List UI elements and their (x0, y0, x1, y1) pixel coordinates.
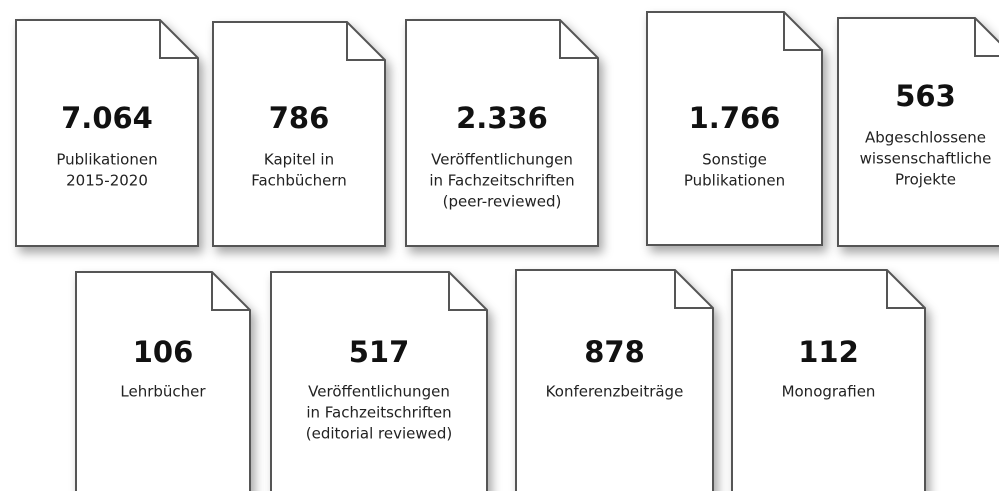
card-label: Publikationen (684, 172, 785, 190)
card-label: Abgeschlossene (865, 129, 986, 147)
document-card: 517 Veröffentlichungen in Fachzeitschrifte… (270, 271, 488, 491)
card-sheet (75, 271, 251, 491)
card-fold (674, 270, 713, 309)
card-sheet (837, 17, 999, 247)
card-label: (peer-reviewed) (443, 193, 562, 211)
card-label: in Fachzeitschriften (306, 404, 451, 422)
card-sheet (646, 11, 823, 246)
document-card: 1.766 Sonstige Publikationen (646, 11, 823, 246)
document-card: 878 Konferenzbeiträge (515, 269, 714, 491)
card-sheet (270, 271, 488, 491)
card-number: 1.766 (689, 101, 781, 135)
card-sheet (731, 269, 926, 491)
document-card: 106 Lehrbücher (75, 271, 251, 491)
card-number: 2.336 (456, 101, 548, 135)
document-card: 2.336 Veröffentlichungen in Fachzeitschrif… (405, 19, 599, 247)
card-number: 106 (133, 335, 194, 369)
card-label: Fachbüchern (251, 172, 347, 190)
card-fold (211, 272, 250, 311)
card-fold (159, 20, 198, 59)
card-fold (346, 22, 385, 61)
card-sheet (15, 19, 199, 247)
card-fold (559, 20, 598, 59)
card-number: 517 (349, 335, 410, 369)
card-fold (886, 270, 925, 309)
card-number: 112 (798, 335, 859, 369)
card-number: 7.064 (61, 101, 153, 135)
document-card: 786 Kapitel in Fachbüchern (212, 21, 386, 247)
card-sheet (212, 21, 386, 247)
card-label: Sonstige (702, 151, 767, 169)
card-label: Projekte (895, 171, 956, 189)
card-fold (783, 12, 822, 51)
card-label: Konferenzbeiträge (546, 383, 684, 401)
card-fold (448, 272, 487, 311)
document-card: 563 Abgeschlossene wissenschaftliche Projek… (837, 17, 999, 247)
document-card: 112 Monografien (731, 269, 926, 491)
card-number: 878 (584, 335, 645, 369)
card-fold (974, 18, 999, 57)
card-label: in Fachzeitschriften (429, 172, 574, 190)
card-number: 786 (269, 101, 330, 135)
card-label: Veröffentlichungen (308, 383, 450, 401)
card-label: Veröffentlichungen (431, 151, 573, 169)
document-card: 7.064 Publikationen 2015-2020 (15, 19, 199, 247)
card-label: Lehrbücher (120, 383, 206, 401)
card-label: Monografien (782, 383, 876, 401)
card-label: (editorial reviewed) (306, 425, 453, 443)
card-label: Kapitel in (264, 151, 334, 169)
card-sheet (515, 269, 714, 491)
card-number: 563 (895, 79, 956, 113)
card-sheet (405, 19, 599, 247)
card-label: 2015-2020 (66, 172, 148, 190)
card-label: wissenschaftliche (860, 150, 992, 168)
card-label: Publikationen (56, 151, 157, 169)
